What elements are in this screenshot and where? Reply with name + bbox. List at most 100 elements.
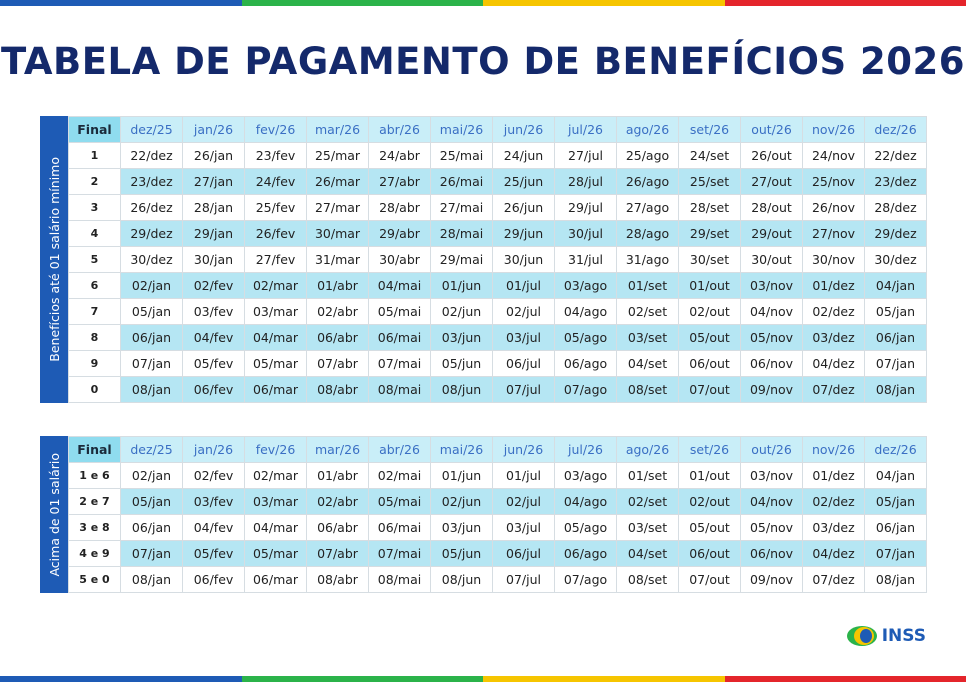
payment-date: 27/mar bbox=[306, 194, 369, 221]
payment-date: 27/fev bbox=[244, 246, 307, 273]
payment-date: 05/mar bbox=[244, 350, 307, 377]
payment-date: 08/abr bbox=[306, 376, 369, 403]
payment-date: 29/jul bbox=[554, 194, 617, 221]
payment-date: 27/jul bbox=[554, 142, 617, 169]
table-row: 9 07/jan 05/fev 05/mar 07/abr 07/mai 05/jun 06/… bbox=[68, 350, 927, 377]
payment-date: 07/jul bbox=[492, 376, 555, 403]
final-digit: 1 e 6 bbox=[68, 462, 121, 489]
payment-date: 04/ago bbox=[554, 488, 617, 515]
payment-date: 02/abr bbox=[306, 298, 369, 325]
payment-date: 01/set bbox=[616, 272, 679, 299]
payment-date: 08/set bbox=[616, 566, 679, 593]
payment-date: 04/mar bbox=[244, 324, 307, 351]
payment-date: 03/mar bbox=[244, 488, 307, 515]
payment-date: 07/jan bbox=[864, 350, 927, 377]
payment-date: 02/fev bbox=[182, 272, 245, 299]
payment-date: 01/dez bbox=[802, 272, 865, 299]
payment-date: 09/nov bbox=[740, 566, 803, 593]
payment-date: 06/nov bbox=[740, 540, 803, 567]
payment-date: 03/set bbox=[616, 514, 679, 541]
payment-date: 06/jan bbox=[120, 514, 183, 541]
payment-date: 30/jul bbox=[554, 220, 617, 247]
payment-date: 07/ago bbox=[554, 376, 617, 403]
payment-date: 26/fev bbox=[244, 220, 307, 247]
payment-date: 26/nov bbox=[802, 194, 865, 221]
payment-date: 06/mar bbox=[244, 376, 307, 403]
payment-date: 05/jan bbox=[864, 488, 927, 515]
final-digit: 2 e 7 bbox=[68, 488, 121, 515]
payment-date: 26/mar bbox=[306, 168, 369, 195]
payment-date: 02/mar bbox=[244, 272, 307, 299]
month-header: mai/26 bbox=[430, 436, 493, 463]
payment-date: 04/nov bbox=[740, 298, 803, 325]
payment-date: 25/set bbox=[678, 168, 741, 195]
payment-date: 25/mar bbox=[306, 142, 369, 169]
month-header: ago/26 bbox=[616, 116, 679, 143]
table-row: 1 e 6 02/jan 02/fev 02/mar 01/abr 02/mai 01/ju… bbox=[68, 462, 927, 489]
payment-date: 07/ago bbox=[554, 566, 617, 593]
payment-date: 04/ago bbox=[554, 298, 617, 325]
payment-date: 03/dez bbox=[802, 324, 865, 351]
payment-date: 22/dez bbox=[864, 142, 927, 169]
payment-date: 05/ago bbox=[554, 514, 617, 541]
table-row: 5 30/dez 30/jan 27/fev 31/mar 30/abr 29/mai 30/… bbox=[68, 246, 927, 273]
month-header: set/26 bbox=[678, 116, 741, 143]
payment-date: 07/abr bbox=[306, 350, 369, 377]
payment-date: 30/set bbox=[678, 246, 741, 273]
month-header: nov/26 bbox=[802, 436, 865, 463]
payment-date: 04/set bbox=[616, 540, 679, 567]
payment-date: 03/jul bbox=[492, 514, 555, 541]
final-digit: 2 bbox=[68, 168, 121, 195]
payment-date: 01/jun bbox=[430, 462, 493, 489]
payment-date: 05/fev bbox=[182, 540, 245, 567]
payment-date: 30/mar bbox=[306, 220, 369, 247]
payment-date: 07/mai bbox=[368, 350, 431, 377]
payment-date: 03/mar bbox=[244, 298, 307, 325]
month-header: fev/26 bbox=[244, 116, 307, 143]
payment-date: 07/out bbox=[678, 566, 741, 593]
payment-date: 04/fev bbox=[182, 514, 245, 541]
payment-date: 01/jun bbox=[430, 272, 493, 299]
payment-date: 28/jul bbox=[554, 168, 617, 195]
payment-date: 25/fev bbox=[244, 194, 307, 221]
payment-date: 30/jun bbox=[492, 246, 555, 273]
month-header: out/26 bbox=[740, 436, 803, 463]
final-digit: 0 bbox=[68, 376, 121, 403]
payment-date: 06/ago bbox=[554, 540, 617, 567]
payment-date: 01/jul bbox=[492, 272, 555, 299]
payment-date: 31/jul bbox=[554, 246, 617, 273]
payment-date: 29/dez bbox=[864, 220, 927, 247]
month-header: dez/26 bbox=[864, 116, 927, 143]
payment-date: 07/jul bbox=[492, 566, 555, 593]
table-acima-um-salario: Acima de 01 salário Final dez/25 jan/26 fev… bbox=[40, 436, 927, 593]
payment-date: 29/jun bbox=[492, 220, 555, 247]
payment-date: 05/mar bbox=[244, 540, 307, 567]
top-color-bar bbox=[0, 0, 966, 6]
month-header: fev/26 bbox=[244, 436, 307, 463]
table-row: 2 e 7 05/jan 03/fev 03/mar 02/abr 05/mai 02/ju… bbox=[68, 488, 927, 515]
payment-date: 03/jun bbox=[430, 324, 493, 351]
payment-date: 24/nov bbox=[802, 142, 865, 169]
month-header: ago/26 bbox=[616, 436, 679, 463]
final-digit: 6 bbox=[68, 272, 121, 299]
header-row: Final dez/25 jan/26 fev/26 mar/26 abr/26 mai/2… bbox=[68, 436, 927, 463]
payment-date: 24/fev bbox=[244, 168, 307, 195]
payment-date: 03/ago bbox=[554, 272, 617, 299]
payment-date: 27/jan bbox=[182, 168, 245, 195]
payment-date: 26/jan bbox=[182, 142, 245, 169]
payment-date: 28/set bbox=[678, 194, 741, 221]
table-row: 8 06/jan 04/fev 04/mar 06/abr 06/mai 03/jun 03/… bbox=[68, 324, 927, 351]
payment-date: 06/fev bbox=[182, 566, 245, 593]
payment-date: 01/abr bbox=[306, 272, 369, 299]
payment-date: 06/nov bbox=[740, 350, 803, 377]
final-digit: 4 bbox=[68, 220, 121, 247]
payment-date: 31/mar bbox=[306, 246, 369, 273]
payment-date: 04/dez bbox=[802, 540, 865, 567]
payment-date: 06/mar bbox=[244, 566, 307, 593]
payment-date: 06/fev bbox=[182, 376, 245, 403]
payment-date: 02/jun bbox=[430, 298, 493, 325]
table-ate-um-salario: Benefícios até 01 salário mínimo Final de… bbox=[40, 116, 927, 403]
payment-date: 05/mai bbox=[368, 488, 431, 515]
payment-date: 28/abr bbox=[368, 194, 431, 221]
payment-date: 07/abr bbox=[306, 540, 369, 567]
